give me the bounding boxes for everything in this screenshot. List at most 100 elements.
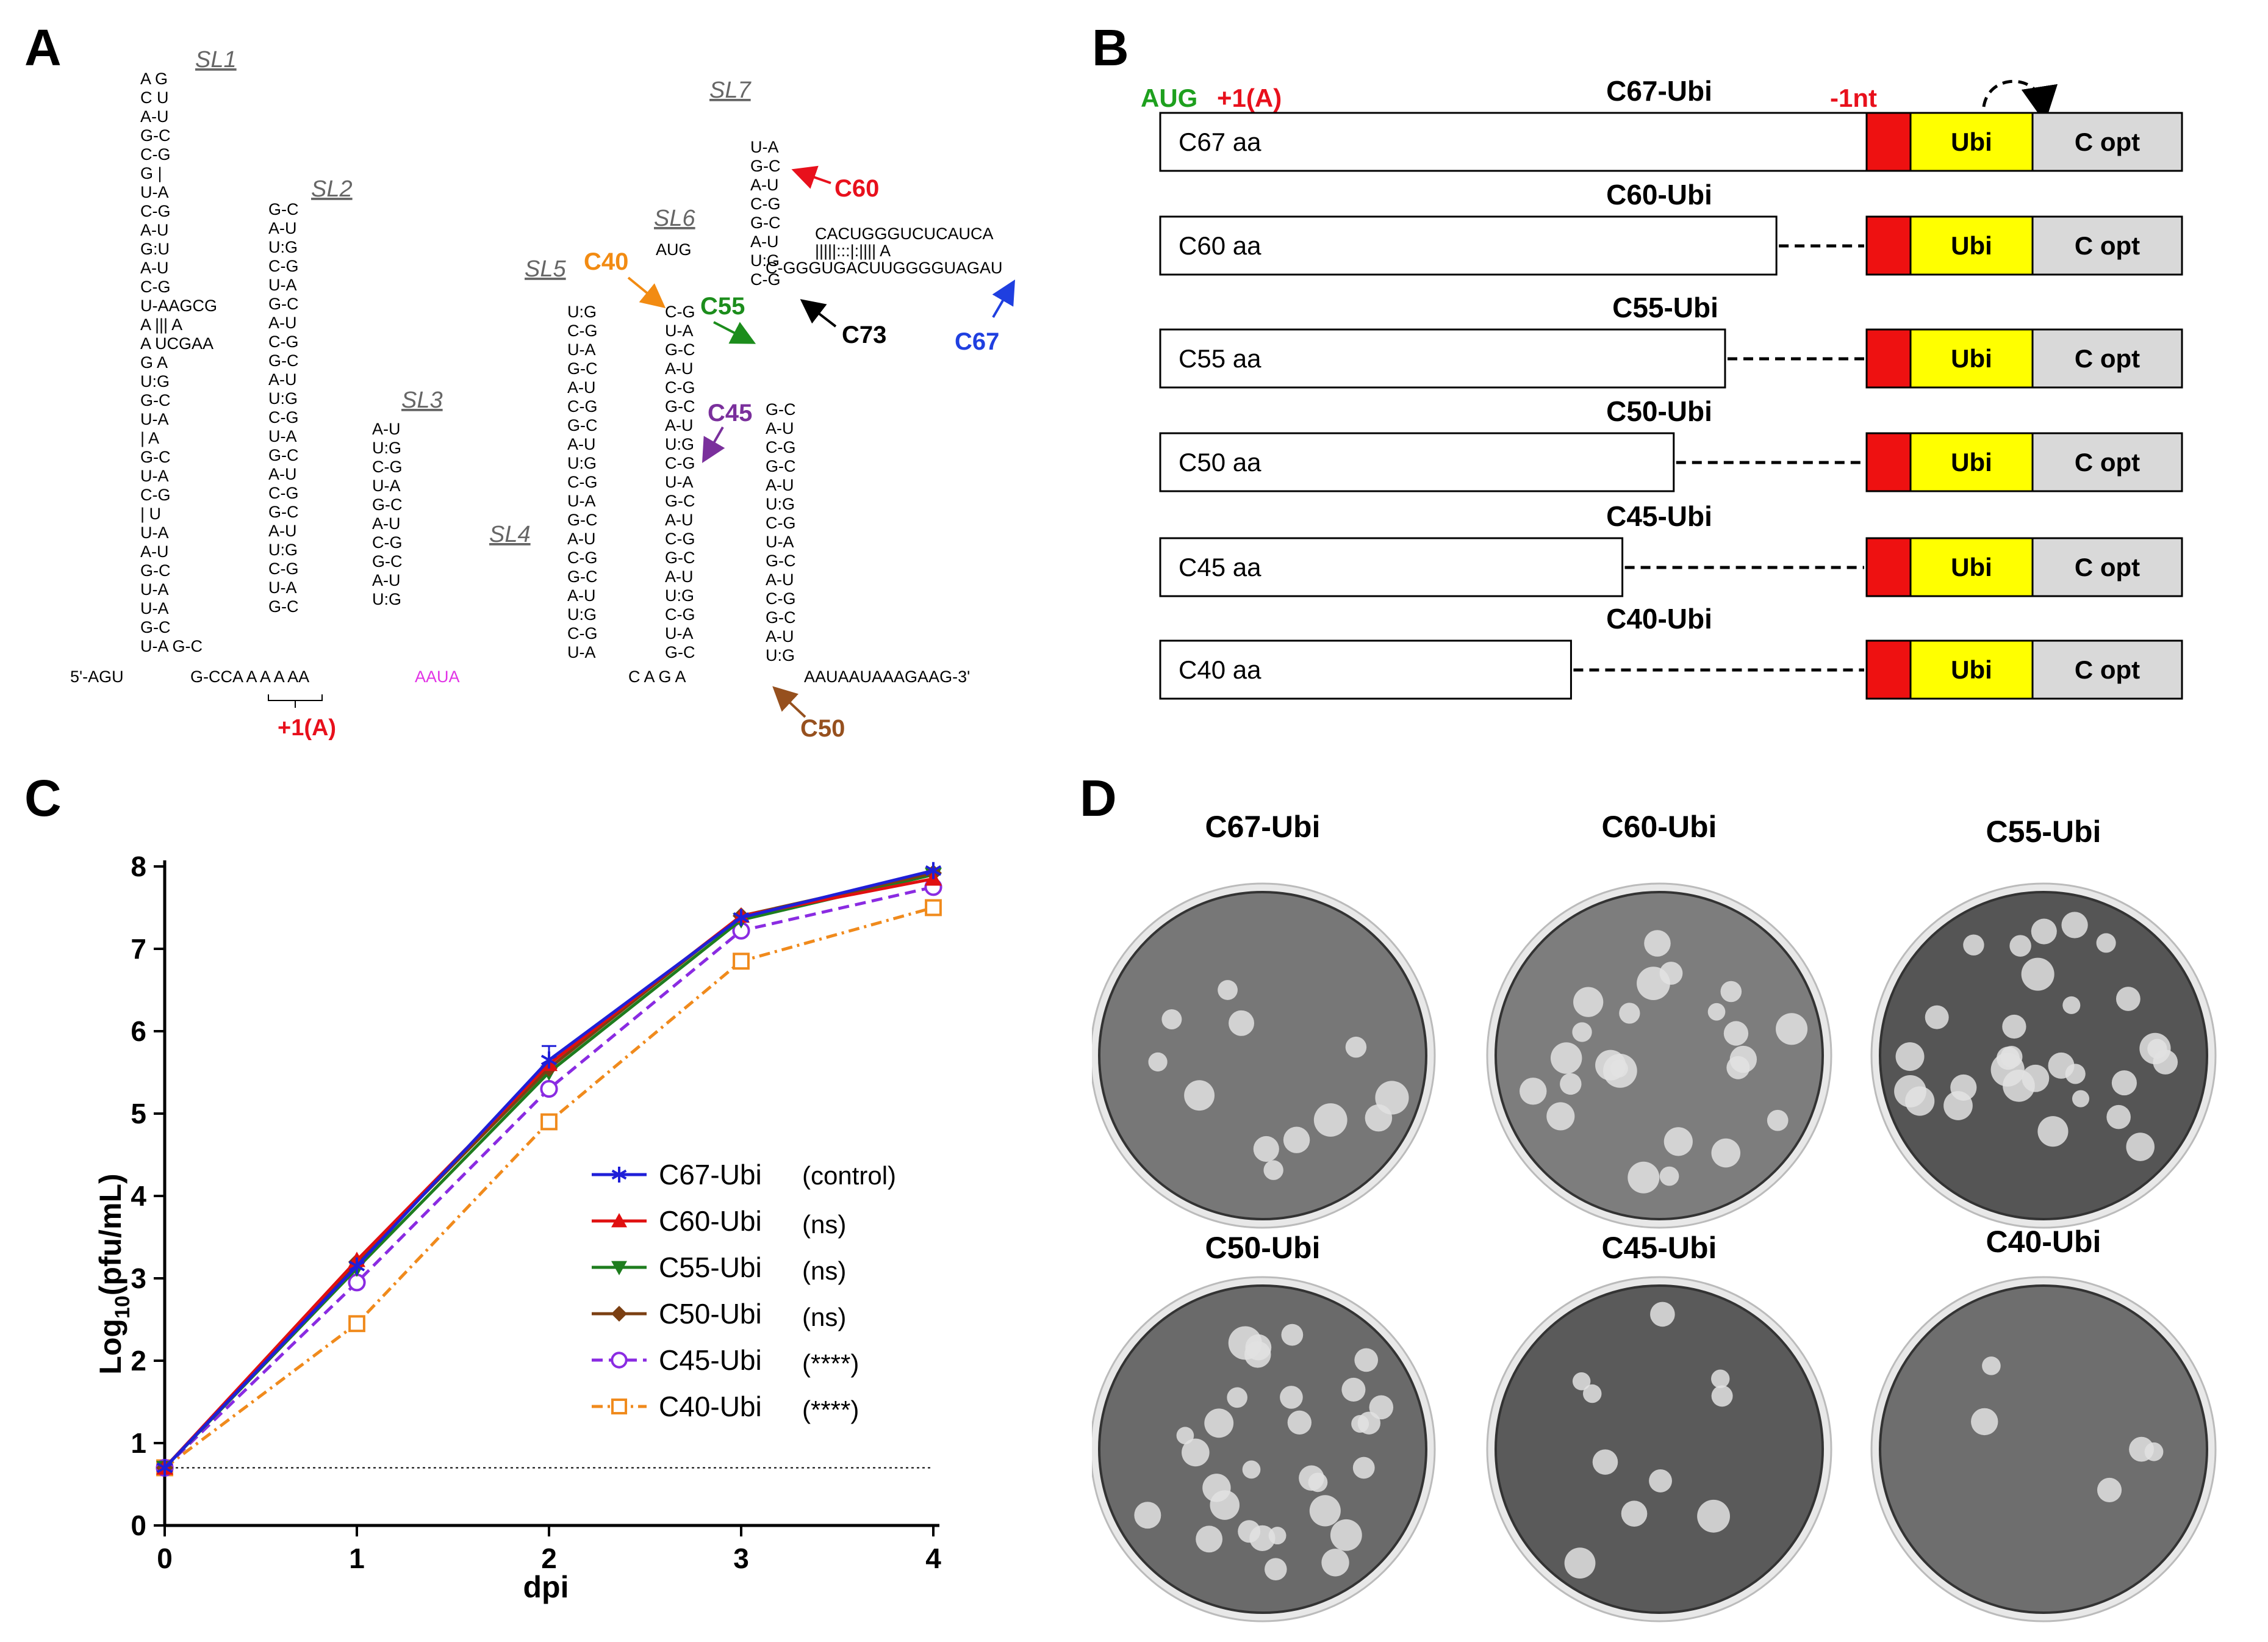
three-prime-end: AAUAAUAAAGAAG-3' <box>804 668 970 686</box>
plaque <box>1697 1499 1730 1533</box>
y-axis-label: Log10(pfu/mL) <box>93 1173 134 1374</box>
y-tick-label: 3 <box>131 1262 146 1294</box>
plaque <box>1767 1109 1789 1131</box>
legend-significance: (ns) <box>802 1256 846 1285</box>
plaque <box>1583 1384 1602 1403</box>
stem-pair: A-U <box>766 627 794 646</box>
x-tick-label: 1 <box>349 1543 365 1574</box>
stem-pair: U:G <box>665 435 694 453</box>
plaque <box>1650 1302 1675 1327</box>
plaque <box>2009 935 2031 957</box>
stem-pair: A-U <box>567 378 596 397</box>
stem-pair: A-U <box>766 476 794 494</box>
stem-pair: G-C <box>268 200 299 218</box>
data-point-circle <box>611 1352 628 1369</box>
data-point-diamond <box>611 1306 627 1322</box>
plaque <box>1357 1411 1381 1435</box>
plaque <box>1265 1558 1287 1580</box>
stem-pair: U:G <box>567 605 597 624</box>
sl1-row: U-A <box>140 410 169 428</box>
stem-pair: C-G <box>766 438 796 456</box>
stem-pair: G-C <box>665 549 695 567</box>
capsid-box <box>1159 639 1572 700</box>
legend-series-name: C45-Ubi <box>659 1344 762 1376</box>
data-point-star <box>348 1257 365 1275</box>
stem-pair: A-U <box>665 416 694 434</box>
plaque <box>1245 1334 1272 1361</box>
plaque <box>1711 1138 1741 1168</box>
sl1-row: G-C <box>140 126 171 145</box>
stem-pair: A-U <box>268 314 297 332</box>
legend-significance: (****) <box>802 1349 859 1378</box>
copt-box <box>2031 112 2183 172</box>
plaque <box>2002 1014 2026 1039</box>
legend-significance: (ns) <box>802 1210 846 1239</box>
plaque <box>1280 1386 1303 1409</box>
plaque <box>2106 1104 2131 1129</box>
stem-pair: A-U <box>750 232 779 251</box>
stem-pair: C-G <box>268 333 299 351</box>
plaque <box>1663 1127 1693 1156</box>
capsid-box <box>1159 537 1624 597</box>
c67-label: C67 <box>955 328 999 355</box>
data-point-square <box>733 952 750 970</box>
plaque <box>2062 996 2081 1014</box>
stem-pair: C-G <box>268 408 299 427</box>
c55-label: C55 <box>700 293 745 320</box>
stem-pair: U:G <box>268 389 298 408</box>
stem-pair: C-G <box>665 303 695 321</box>
plaque <box>1982 1356 2001 1375</box>
stem-pair: U:G <box>372 439 401 457</box>
data-point-star <box>733 909 750 926</box>
stem-pair: G-C <box>268 597 299 616</box>
plate-title: C60-Ubi <box>1602 810 1717 844</box>
panel-d-letter: D <box>1080 769 1117 827</box>
ubi-box <box>1909 112 2034 172</box>
data-point-circle <box>540 1079 558 1098</box>
stem-pair: G-C <box>766 552 796 570</box>
plaque <box>1711 1369 1730 1388</box>
data-point-square <box>540 1113 558 1131</box>
c55-arrow <box>713 321 756 344</box>
x-tick-label: 2 <box>541 1543 557 1574</box>
sl1-row: U-A <box>140 599 169 618</box>
sl1-row: G | <box>140 164 162 182</box>
ubi-box <box>1909 537 2034 597</box>
stem-pair: A-U <box>665 511 694 529</box>
stem-pair: U-A <box>567 643 596 661</box>
stem-pair: A-U <box>665 567 694 586</box>
plate-title: C67-Ubi <box>1205 810 1321 844</box>
plaque <box>2061 912 2088 938</box>
panel-c-letter: C <box>24 769 62 827</box>
five-prime-end: 5'-AGU <box>70 668 124 686</box>
plaque <box>1204 1408 1234 1438</box>
plaque <box>1352 1457 1375 1479</box>
legend-series-name: C67-Ubi <box>659 1159 762 1190</box>
plaque <box>1176 1427 1194 1444</box>
plaque <box>1321 1549 1349 1577</box>
frameshift-box <box>1865 215 1912 276</box>
stem-pair: C-G <box>268 560 299 578</box>
sl1-row: C-G <box>140 278 171 296</box>
capsid-label: C67 aa <box>1179 128 1261 156</box>
panel-d-plaques: C67-Ubi C60-Ubi C55-Ubi C50-Ubi C45-Ubi C40-U… <box>1092 810 2217 1622</box>
plaque <box>1161 1009 1182 1029</box>
stem-pair: U:G <box>665 586 694 605</box>
panel-c-growth-chart: 0 1 2 3 4 5 6 7 8 0 1 2 3 4 C67-Ubi (control) C60-Ubi (n… <box>93 851 942 1604</box>
panel-b-letter: B <box>1092 19 1129 76</box>
stem-pair: G-C <box>750 214 781 232</box>
plaque-plate <box>1870 882 2217 1229</box>
capsid-label: C60 aa <box>1179 231 1261 260</box>
stem-pair: U-A <box>567 340 596 359</box>
stem-sequences: G-CA-UU:GC-GU-AG-CA-UC-GG-CA-UU:GC-GU-AG… <box>268 138 796 664</box>
c73-label: C73 <box>842 322 886 348</box>
plaque <box>2111 1070 2137 1096</box>
legend-series-name: C55-Ubi <box>659 1251 762 1283</box>
plaque <box>1182 1438 1210 1467</box>
stem-pair: A-U <box>766 571 794 589</box>
plaque <box>1619 1003 1640 1024</box>
stem-pair: C-G <box>268 484 299 502</box>
plaque <box>2147 1039 2167 1059</box>
plaque-plate <box>1092 882 1436 1229</box>
y-tick-label: 8 <box>131 851 146 882</box>
